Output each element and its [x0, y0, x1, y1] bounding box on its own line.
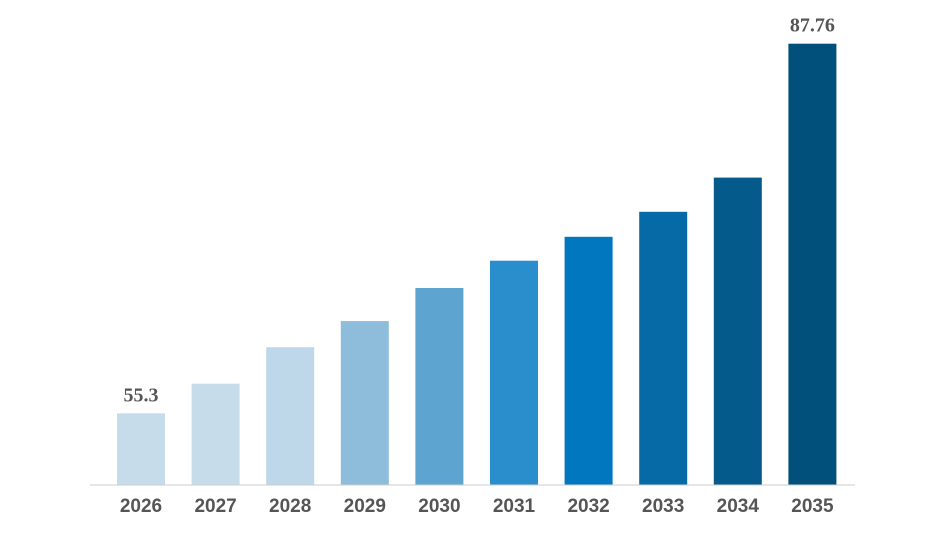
x-tick-label-2027: 2027: [194, 496, 236, 517]
bar-2035: [788, 43, 837, 485]
bar-2030: [415, 288, 464, 485]
x-tick-label-2033: 2033: [642, 496, 684, 517]
bar-2028: [266, 347, 315, 485]
data-label-2035: 87.76: [790, 15, 835, 37]
x-tick-label-2028: 2028: [269, 496, 311, 517]
x-tick-label-2034: 2034: [717, 496, 760, 517]
x-tick-label-2031: 2031: [493, 496, 536, 517]
x-tick-label-2035: 2035: [791, 496, 834, 517]
x-tick-label-2032: 2032: [567, 496, 609, 517]
bar-2026: [117, 413, 165, 485]
bar-2027: [191, 383, 240, 485]
bar-2033: [639, 211, 688, 486]
bar-2032: [564, 236, 613, 485]
bar-2034: [713, 177, 762, 485]
bars-group: [117, 43, 837, 486]
x-tick-label-2030: 2030: [418, 496, 460, 517]
bar-2031: [490, 260, 538, 485]
data-label-2026: 55.3: [124, 384, 159, 406]
data-labels: 55.3 87.76: [124, 15, 835, 407]
x-tick-labels: 2026 2027 2028 2029 2030 2031 2032 2033 2034 2035: [120, 496, 834, 517]
x-tick-label-2026: 2026: [120, 496, 162, 517]
bar-2029: [340, 321, 389, 485]
x-tick-label-2029: 2029: [344, 496, 386, 517]
